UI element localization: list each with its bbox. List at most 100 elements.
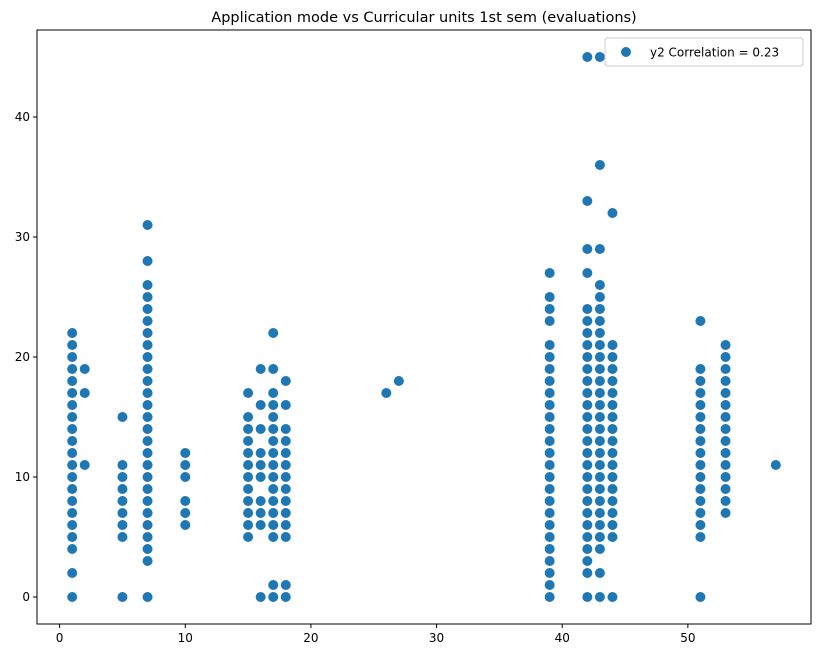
data-point: [594, 568, 605, 578]
data-point: [582, 196, 593, 206]
data-point: [142, 340, 153, 350]
data-point: [117, 412, 128, 422]
data-point: [268, 388, 279, 398]
data-point: [142, 316, 153, 326]
data-point: [117, 460, 128, 470]
data-point: [594, 364, 605, 374]
data-point: [695, 592, 706, 602]
data-point: [594, 508, 605, 518]
data-point: [180, 460, 191, 470]
data-point: [67, 568, 78, 578]
data-point: [695, 376, 706, 386]
data-point: [280, 376, 291, 386]
data-point: [255, 496, 266, 506]
data-point: [607, 388, 618, 398]
data-point: [695, 436, 706, 446]
plot-area-frame: [36, 29, 812, 625]
data-point: [544, 568, 555, 578]
data-point: [142, 280, 153, 290]
data-point: [243, 448, 254, 458]
data-point: [180, 472, 191, 482]
data-point: [67, 448, 78, 458]
data-point: [243, 484, 254, 494]
y-tick-label: 0: [22, 590, 30, 604]
data-point: [142, 484, 153, 494]
data-point: [67, 496, 78, 506]
data-point: [544, 412, 555, 422]
data-point: [280, 496, 291, 506]
data-point: [544, 376, 555, 386]
x-tick-label: 30: [429, 631, 444, 645]
data-point: [607, 400, 618, 410]
data-point: [142, 364, 153, 374]
data-point: [594, 496, 605, 506]
data-point: [720, 400, 731, 410]
data-point: [67, 592, 78, 602]
data-point: [544, 352, 555, 362]
data-point: [594, 388, 605, 398]
data-point: [544, 448, 555, 458]
data-point: [720, 472, 731, 482]
data-point: [695, 364, 706, 374]
data-point: [607, 364, 618, 374]
data-point: [268, 328, 279, 338]
data-point: [607, 376, 618, 386]
data-point: [268, 520, 279, 530]
data-point: [582, 460, 593, 470]
data-point: [594, 244, 605, 254]
data-point: [594, 292, 605, 302]
data-point: [280, 448, 291, 458]
data-point: [243, 460, 254, 470]
legend-box: [604, 37, 804, 67]
data-point: [607, 508, 618, 518]
data-point: [582, 544, 593, 554]
data-point: [243, 388, 254, 398]
data-point: [67, 352, 78, 362]
data-point: [268, 472, 279, 482]
data-point: [695, 424, 706, 434]
data-point: [180, 496, 191, 506]
data-point: [280, 424, 291, 434]
data-point: [393, 376, 404, 386]
data-point: [594, 280, 605, 290]
data-point: [255, 472, 266, 482]
data-point: [117, 520, 128, 530]
data-point: [67, 412, 78, 422]
data-point: [594, 520, 605, 530]
data-point: [582, 496, 593, 506]
data-point: [594, 484, 605, 494]
y-tick-label: 20: [15, 350, 30, 364]
data-point: [280, 520, 291, 530]
data-point: [594, 304, 605, 314]
data-point: [720, 424, 731, 434]
data-point: [268, 448, 279, 458]
data-point: [594, 328, 605, 338]
data-point: [280, 472, 291, 482]
data-point: [695, 460, 706, 470]
data-point: [594, 544, 605, 554]
chart-title: Application mode vs Curricular units 1st…: [211, 10, 636, 26]
data-point: [720, 412, 731, 422]
data-point: [544, 292, 555, 302]
data-point: [67, 376, 78, 386]
data-point: [582, 592, 593, 602]
data-point: [582, 316, 593, 326]
data-point: [607, 208, 618, 218]
data-point: [607, 436, 618, 446]
data-point: [582, 52, 593, 62]
data-point: [255, 520, 266, 530]
data-point: [67, 388, 78, 398]
data-point: [695, 496, 706, 506]
data-point: [268, 592, 279, 602]
data-point: [268, 460, 279, 470]
data-point: [720, 448, 731, 458]
data-point: [243, 496, 254, 506]
data-point: [544, 436, 555, 446]
data-point: [544, 472, 555, 482]
data-point: [720, 388, 731, 398]
data-point: [695, 508, 706, 518]
data-point: [142, 592, 153, 602]
data-point: [255, 592, 266, 602]
data-point: [268, 364, 279, 374]
data-point: [582, 568, 593, 578]
